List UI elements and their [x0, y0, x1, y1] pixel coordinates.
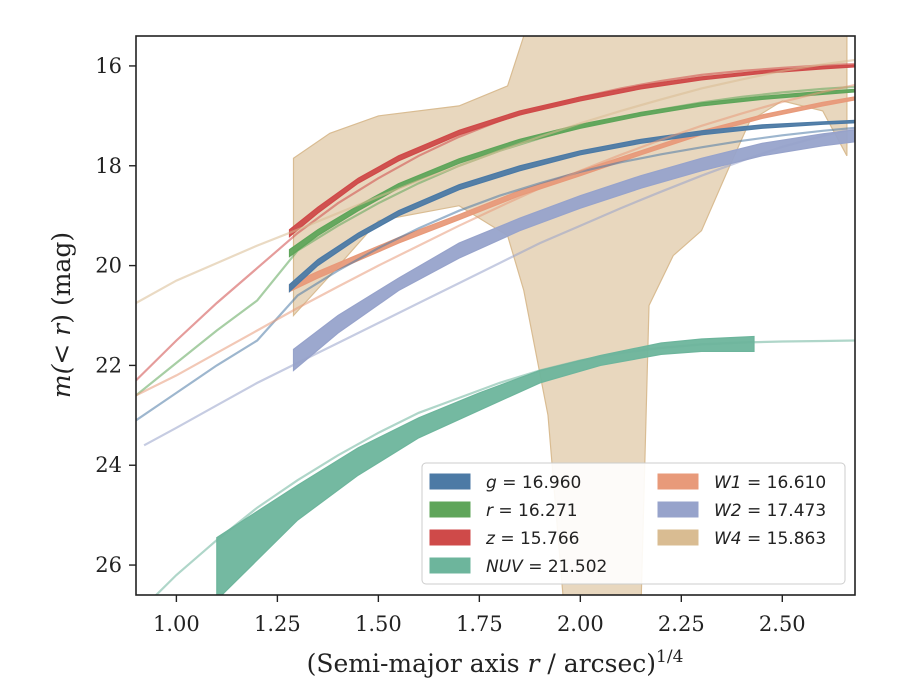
legend-label-w2: W2 = 17.473 [714, 501, 826, 521]
legend-label-w1: W1 = 16.610 [714, 473, 826, 493]
band-g [288, 119, 855, 293]
legend-label-w4: W4 = 15.863 [714, 529, 826, 549]
legend-swatch-g [429, 473, 471, 490]
y-tick-label: 22 [95, 353, 122, 377]
y-axis-label: m(< r) (mag) [47, 232, 76, 398]
y-tick-label: 20 [95, 254, 122, 278]
legend-swatch-nuv [429, 557, 471, 574]
x-tick-label: 1.00 [153, 612, 200, 636]
x-tick-label: 1.50 [355, 612, 402, 636]
fit-curve-w4 [136, 58, 855, 304]
legend-swatch-w1 [657, 473, 699, 490]
band-nuv [216, 335, 755, 595]
legend-label-g: g = 16.960 [486, 473, 581, 493]
x-tick-label: 2.50 [759, 612, 806, 636]
fit-layer [136, 58, 855, 595]
x-axis: 1.00 1.25 1.50 1.75 2.00 2.25 2.50 [153, 595, 806, 636]
fit-curve-w1 [136, 83, 855, 397]
legend-label-r: r = 16.271 [486, 501, 578, 521]
x-tick-label: 2.00 [557, 612, 604, 636]
legend: g = 16.960 r = 16.271 z = 15.766 NUV = 21.5… [421, 462, 846, 585]
fit-curve-nuv [154, 339, 855, 595]
fit-curve-z [136, 62, 855, 382]
fit-curve-w2 [143, 127, 855, 447]
legend-swatch-w4 [657, 529, 699, 546]
x-tick-label: 2.25 [658, 612, 705, 636]
legend-label-z: z = 15.766 [485, 529, 579, 549]
y-tick-label: 18 [95, 154, 122, 178]
legend-label-nuv: NUV = 21.502 [486, 557, 607, 577]
legend-swatch-r [429, 501, 471, 518]
x-tick-label: 1.25 [254, 612, 301, 636]
legend-box [421, 462, 846, 585]
x-tick-label: 1.75 [456, 612, 503, 636]
y-tick-label: 26 [95, 553, 122, 577]
y-tick-label: 24 [95, 453, 122, 477]
band-w2 [292, 129, 855, 372]
y-tick-label: 16 [95, 54, 122, 78]
band-w1 [288, 96, 855, 293]
legend-swatch-w2 [657, 501, 699, 518]
legend-swatch-z [429, 529, 471, 546]
x-axis-label: (Semi-major axis r / arcsec)1/4 [307, 647, 684, 678]
fit-curve-g [136, 126, 855, 422]
y-axis: 16 18 20 22 24 26 [95, 54, 136, 577]
plot-frame [135, 35, 856, 596]
